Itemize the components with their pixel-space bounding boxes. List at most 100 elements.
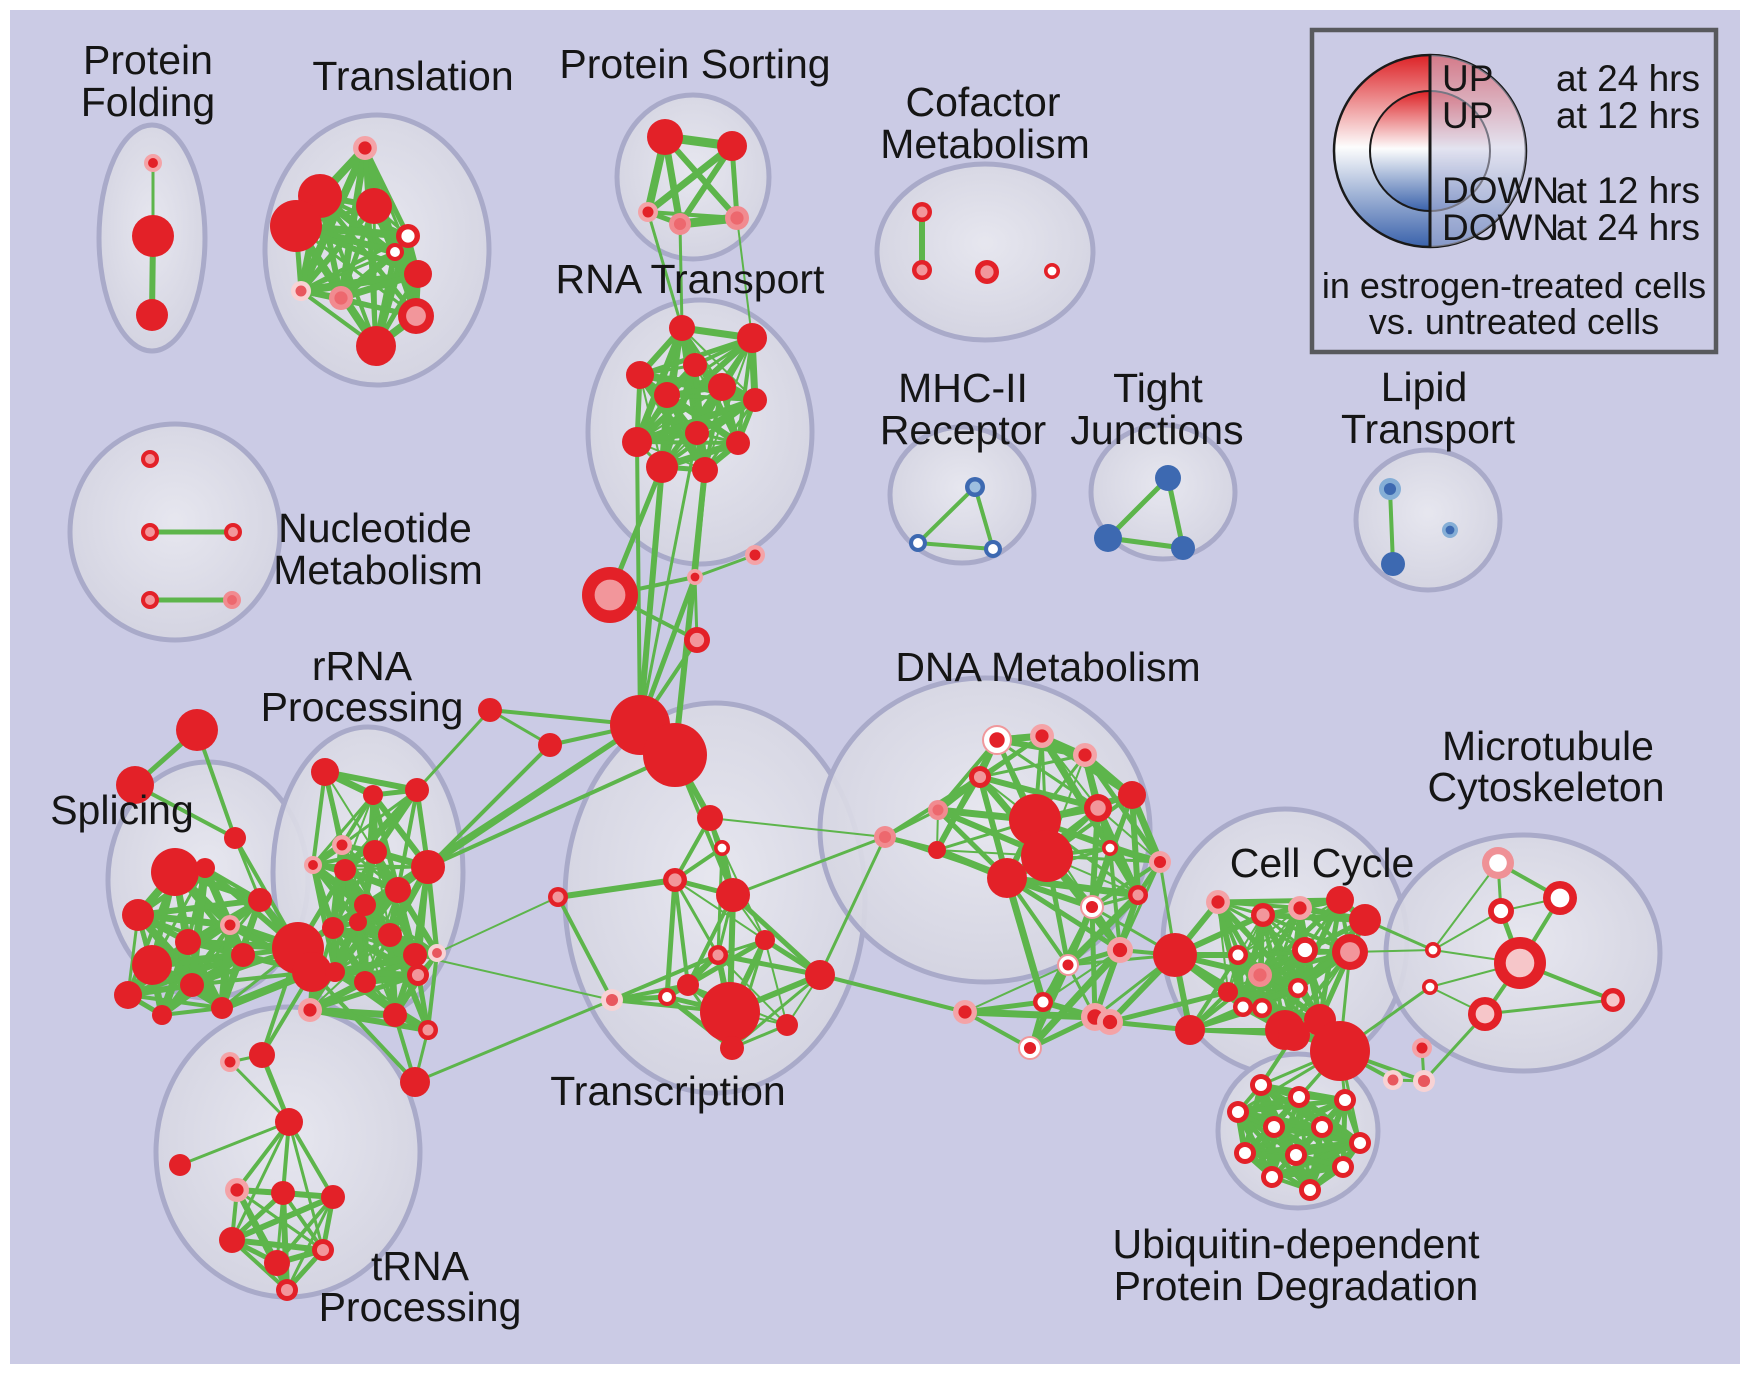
legend-direction-0: UP <box>1442 58 1493 99</box>
gene-node <box>1349 904 1381 936</box>
gene-node <box>418 1020 438 1040</box>
network-edge <box>299 250 397 293</box>
gene-node <box>1422 979 1438 995</box>
network-edge <box>635 440 642 727</box>
cluster-label-microtubule-1: Microtubule <box>1442 723 1654 769</box>
gene-node <box>654 382 680 408</box>
gene-node <box>141 450 159 468</box>
network-edge <box>436 896 559 954</box>
gene-node <box>407 964 429 986</box>
gene-node <box>116 766 154 804</box>
network-edge <box>372 787 420 855</box>
gene-node <box>304 856 322 874</box>
gene-node <box>1094 524 1122 552</box>
gene-node <box>1288 978 1308 998</box>
cluster-label-mhc2-2: Receptor <box>880 407 1046 453</box>
network-edge <box>1004 875 1123 953</box>
gene-node <box>726 431 750 455</box>
gene-node <box>1033 992 1053 1012</box>
network-edge <box>633 396 759 446</box>
network-edge <box>818 973 967 1014</box>
network-edge <box>372 204 378 348</box>
network-edge <box>150 898 262 967</box>
gene-node <box>428 944 446 962</box>
gene-node <box>385 877 411 903</box>
gene-node <box>292 952 332 992</box>
network-edge <box>1108 846 1122 952</box>
gene-node <box>622 427 652 457</box>
gene-node <box>1073 743 1097 767</box>
network-edge <box>1483 998 1615 1016</box>
network-edge <box>1237 907 1301 956</box>
gene-node <box>1332 1156 1354 1178</box>
network-edge <box>415 708 492 792</box>
network-edge <box>1388 487 1395 566</box>
gene-node <box>1057 954 1079 976</box>
gene-node <box>1261 1166 1283 1188</box>
network-edge <box>764 939 788 1026</box>
gene-node <box>692 457 718 483</box>
gene-node <box>378 923 402 947</box>
gene-node <box>122 899 154 931</box>
network-edge <box>1026 946 1124 1052</box>
legend-fade-half <box>1430 55 1526 247</box>
gene-node <box>1149 851 1171 873</box>
gene-node <box>1218 982 1238 1002</box>
gene-node <box>132 215 174 257</box>
network-edge <box>414 954 613 1001</box>
gene-node <box>321 1185 345 1209</box>
gene-node <box>755 930 775 950</box>
gene-node <box>1248 963 1272 987</box>
network-edge <box>916 541 995 551</box>
gene-node <box>1543 881 1577 915</box>
gene-node <box>714 840 730 856</box>
legend-footer-1: vs. untreated cells <box>1369 301 1659 342</box>
network-edge <box>961 1008 1099 1021</box>
gene-node <box>1018 1036 1042 1060</box>
gene-node <box>982 725 1012 755</box>
network-edge <box>188 864 209 989</box>
cluster-label-ubiquitin-2: Protein Degradation <box>1114 1263 1479 1309</box>
network-edge <box>1107 989 1231 1025</box>
gene-node <box>363 785 383 805</box>
network-edge <box>387 932 431 1033</box>
gene-node <box>684 627 710 653</box>
gene-node <box>601 989 623 1011</box>
gene-node <box>141 591 159 609</box>
gene-node <box>1379 478 1401 500</box>
cluster-ellipse-mhc2 <box>887 424 1037 566</box>
cluster-label-dna: DNA Metabolism <box>895 644 1200 690</box>
gene-node <box>1118 781 1146 809</box>
gene-node <box>669 315 695 341</box>
gene-node <box>180 973 204 997</box>
network-edge <box>1432 862 1499 951</box>
network-edge <box>160 923 232 1017</box>
network-edge <box>556 895 614 1002</box>
network-edge <box>1243 1125 1324 1155</box>
gene-node <box>1288 1086 1310 1108</box>
gene-node <box>195 858 215 878</box>
gene-node <box>638 202 658 222</box>
gene-node <box>717 131 747 161</box>
network-edge <box>1090 860 1162 909</box>
gene-node <box>276 1279 298 1301</box>
gene-node <box>1601 988 1625 1012</box>
cluster-label-mhc2-1: MHC-II <box>898 365 1028 411</box>
gene-node <box>1171 536 1195 560</box>
gene-node <box>176 709 218 751</box>
network-edge <box>287 1120 325 1252</box>
gene-node <box>411 850 445 884</box>
network-edge <box>297 144 369 295</box>
gene-node <box>354 971 376 993</box>
network-edge <box>709 817 886 838</box>
gene-node <box>1288 896 1312 920</box>
gene-node <box>231 943 255 967</box>
gene-node <box>1097 1009 1123 1035</box>
gene-node <box>1326 886 1354 914</box>
cluster-label-rrna-2: Processing <box>261 684 464 730</box>
gene-node <box>1311 1116 1333 1138</box>
gene-node <box>743 388 767 412</box>
network-edge <box>310 970 417 1084</box>
